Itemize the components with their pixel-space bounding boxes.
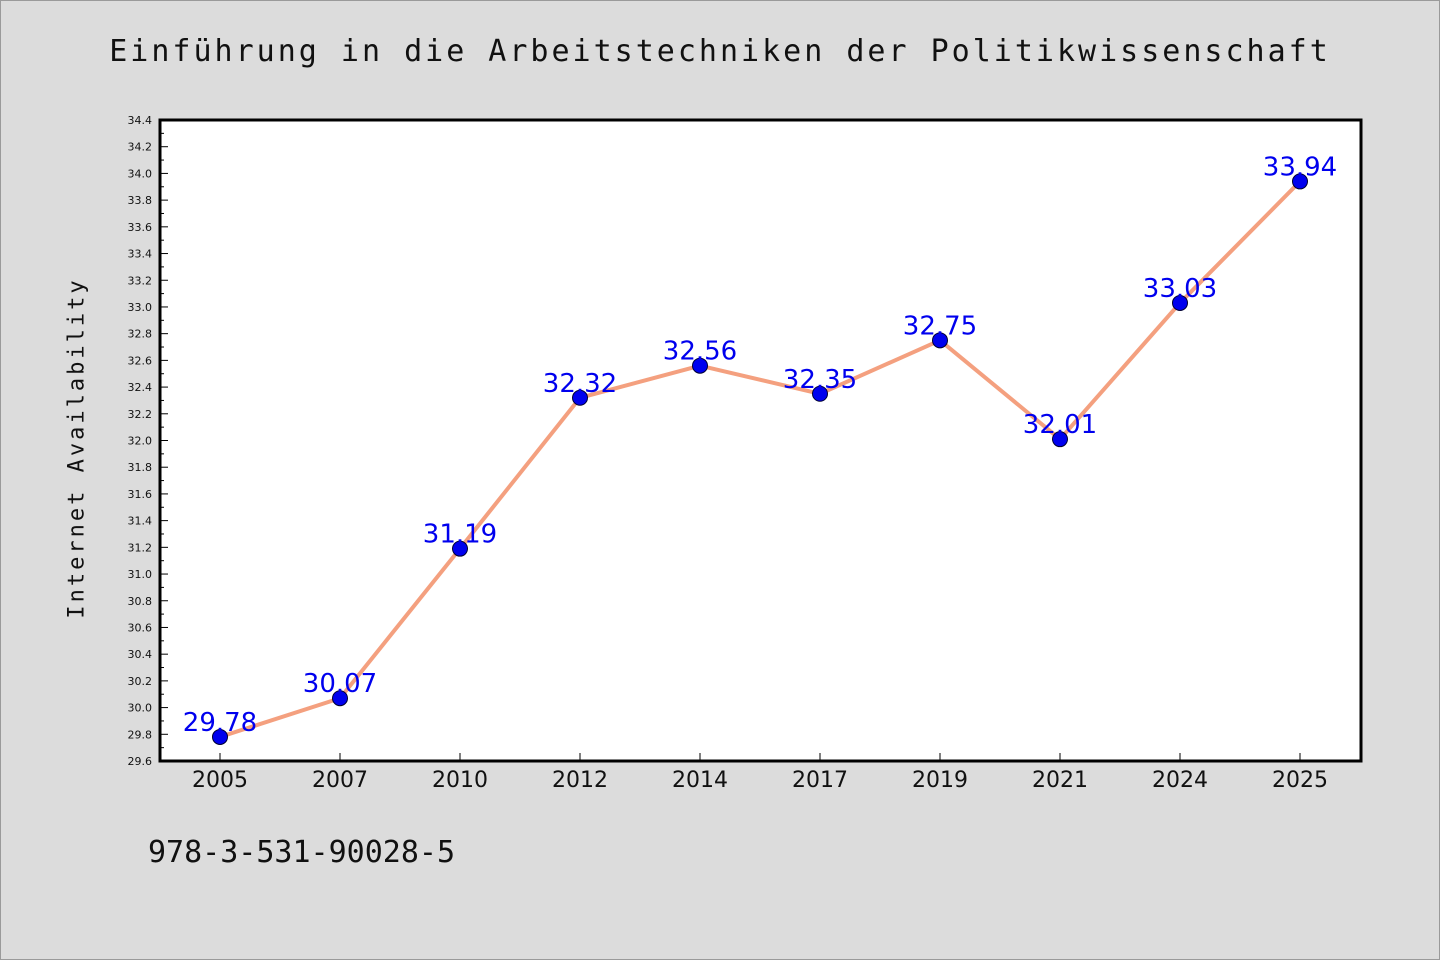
data-label: 32.75 (903, 311, 977, 341)
x-tick-label: 2019 (912, 768, 968, 793)
data-label: 29.78 (183, 708, 257, 738)
x-tick-label: 2005 (192, 768, 248, 793)
data-labels: 29.78 30.07 31.19 32.32 32.56 32.35 32.75 32.01… (183, 152, 1337, 738)
y-tick-label: 31.2 (128, 541, 153, 554)
y-tick-label: 30.2 (128, 675, 153, 688)
data-point (1052, 431, 1068, 448)
y-tick-label: 30.0 (128, 702, 153, 715)
data-label: 32.35 (783, 365, 857, 395)
y-tick-label: 30.6 (128, 621, 153, 634)
data-point (212, 728, 228, 745)
y-tick-label: 33.2 (128, 274, 153, 287)
isbn-label: 978-3-531-90028-5 (148, 835, 456, 870)
y-tick-label: 31.8 (128, 461, 153, 474)
y-tick-label: 30.8 (128, 595, 153, 608)
data-label: 33.03 (1143, 274, 1217, 304)
x-tick-label: 2024 (1152, 768, 1208, 793)
y-tick-label: 32.2 (128, 408, 153, 421)
data-label: 32.56 (663, 337, 737, 367)
series-line (219, 180, 1302, 739)
y-tick-label: 33.4 (128, 248, 153, 261)
plot-area (158, 118, 1363, 763)
y-tick-label: 33.0 (128, 301, 153, 314)
y-tick-label: 33.6 (128, 221, 153, 234)
y-tick-label: 34.2 (128, 141, 153, 154)
data-point (812, 385, 828, 402)
data-point (1172, 294, 1188, 311)
y-tick-label: 32.8 (128, 328, 153, 341)
y-tick-label: 32.0 (128, 435, 153, 448)
x-tick-label: 2010 (432, 768, 488, 793)
chart-title: Einführung in die Arbeitstechniken der P… (109, 34, 1331, 69)
x-axis: 2005 2007 2010 2012 2014 2017 2019 2021 2024 2025 (192, 753, 1328, 793)
data-label: 30.07 (303, 669, 377, 699)
data-label: 31.19 (423, 520, 497, 550)
y-tick-label: 33.8 (128, 194, 153, 207)
data-point (692, 357, 708, 374)
data-label: 33.94 (1263, 152, 1337, 182)
x-tick-label: 2012 (552, 768, 608, 793)
y-axis: 29.6 29.8 30.0 30.2 30.4 30.6 30.8 31.0 31.2 31.4… (128, 114, 168, 768)
x-tick-label: 2021 (1032, 768, 1088, 793)
y-tick-label: 31.0 (128, 568, 153, 581)
y-tick-label: 30.4 (128, 648, 153, 661)
y-tick-label: 32.4 (128, 381, 153, 394)
y-tick-label: 29.6 (128, 755, 153, 768)
data-label: 32.01 (1023, 410, 1097, 440)
x-tick-label: 2017 (792, 768, 848, 793)
data-label: 32.32 (543, 369, 617, 399)
y-tick-label: 34.0 (128, 167, 153, 180)
data-points (212, 173, 1308, 745)
data-point (452, 540, 468, 557)
y-tick-label: 31.6 (128, 488, 153, 501)
x-tick-label: 2007 (312, 768, 368, 793)
y-tick-label: 31.4 (128, 515, 153, 528)
y-tick-label: 32.6 (128, 354, 153, 367)
x-tick-label: 2025 (1272, 768, 1328, 793)
y-tick-label: 29.8 (128, 728, 153, 741)
data-point (1292, 173, 1308, 190)
data-point (572, 389, 588, 406)
data-point (932, 332, 948, 349)
y-tick-label: 34.4 (128, 114, 153, 127)
x-tick-label: 2014 (672, 768, 728, 793)
data-point (332, 690, 348, 707)
